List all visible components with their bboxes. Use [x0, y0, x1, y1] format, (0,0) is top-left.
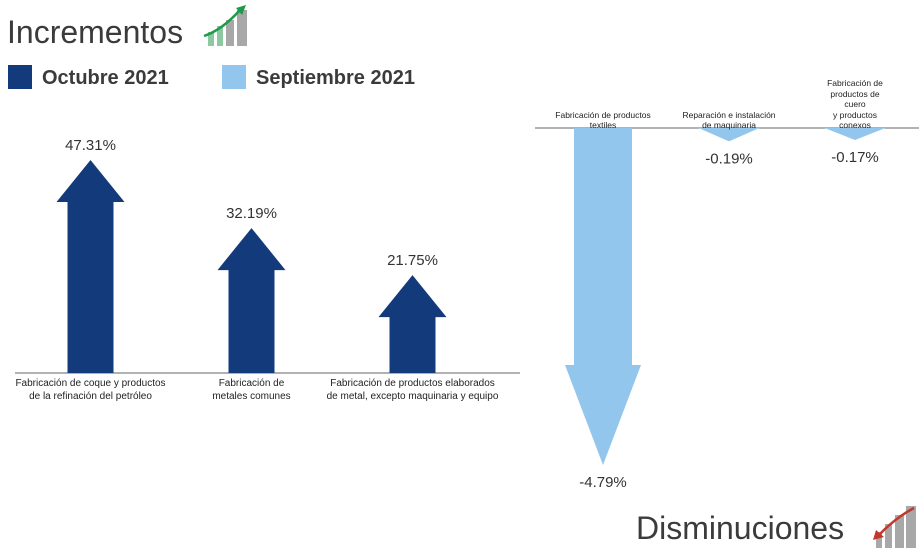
- category-label: Fabricación de metales comunes: [212, 378, 291, 402]
- chart-title: Disminuciones: [636, 510, 845, 546]
- arrow: [824, 128, 886, 140]
- category-label: Fabricación de productos elaborados de m…: [326, 378, 499, 402]
- value-label: -0.17%: [831, 149, 879, 166]
- legend-label: Octubre 2021: [42, 67, 169, 89]
- decrease-icon: [873, 506, 916, 548]
- value-label: 47.31%: [65, 137, 116, 154]
- value-label: 21.75%: [387, 252, 438, 269]
- arrow: [217, 228, 286, 373]
- category-label: Reparación e instalación de maquinaria: [682, 109, 776, 131]
- category-label: Fabricación de productos de cuero y prod…: [827, 77, 883, 131]
- value-label: 32.19%: [226, 205, 277, 222]
- increase-icon: [203, 5, 247, 46]
- category-label: Fabricación de productos textiles: [555, 109, 651, 131]
- category-label: Fabricación de coque y productos de la r…: [15, 378, 166, 402]
- arrow: [565, 128, 641, 465]
- arrow: [56, 160, 125, 373]
- value-label: -0.19%: [705, 150, 753, 167]
- legend-swatch: [8, 65, 32, 89]
- legend-label: Septiembre 2021: [256, 67, 415, 89]
- arrow: [698, 128, 760, 142]
- chart-title: Incrementos: [7, 14, 184, 50]
- legend-swatch: [222, 65, 246, 89]
- arrow: [378, 275, 447, 373]
- value-label: -4.79%: [579, 474, 627, 491]
